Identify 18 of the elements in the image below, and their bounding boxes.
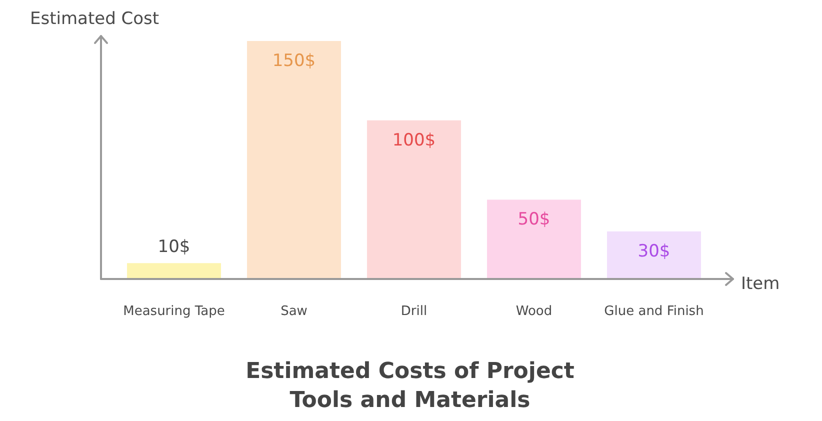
x-tick-label: Wood <box>516 304 552 319</box>
text: Estimated Costs of Project Tools and Materials <box>246 359 575 413</box>
data-label: 100$ <box>392 130 436 150</box>
y-axis-title: Estimated Cost <box>30 9 160 29</box>
x-tick-label: Saw <box>280 304 308 319</box>
x-tick-label: Drill <box>400 304 428 319</box>
x-axis-title: Item <box>741 274 780 294</box>
data-label: 30$ <box>638 241 670 262</box>
bar <box>487 200 581 279</box>
bar <box>247 41 341 279</box>
data-label: 10$ <box>158 237 190 258</box>
bar <box>607 231 701 279</box>
data-label: 50$ <box>518 210 550 230</box>
data-label: 150$ <box>272 51 316 71</box>
bar <box>367 120 461 279</box>
x-tick-label: Glue and Finish <box>604 304 704 319</box>
x-tick-label: Measuring Tape <box>123 304 225 319</box>
bar <box>127 263 221 279</box>
